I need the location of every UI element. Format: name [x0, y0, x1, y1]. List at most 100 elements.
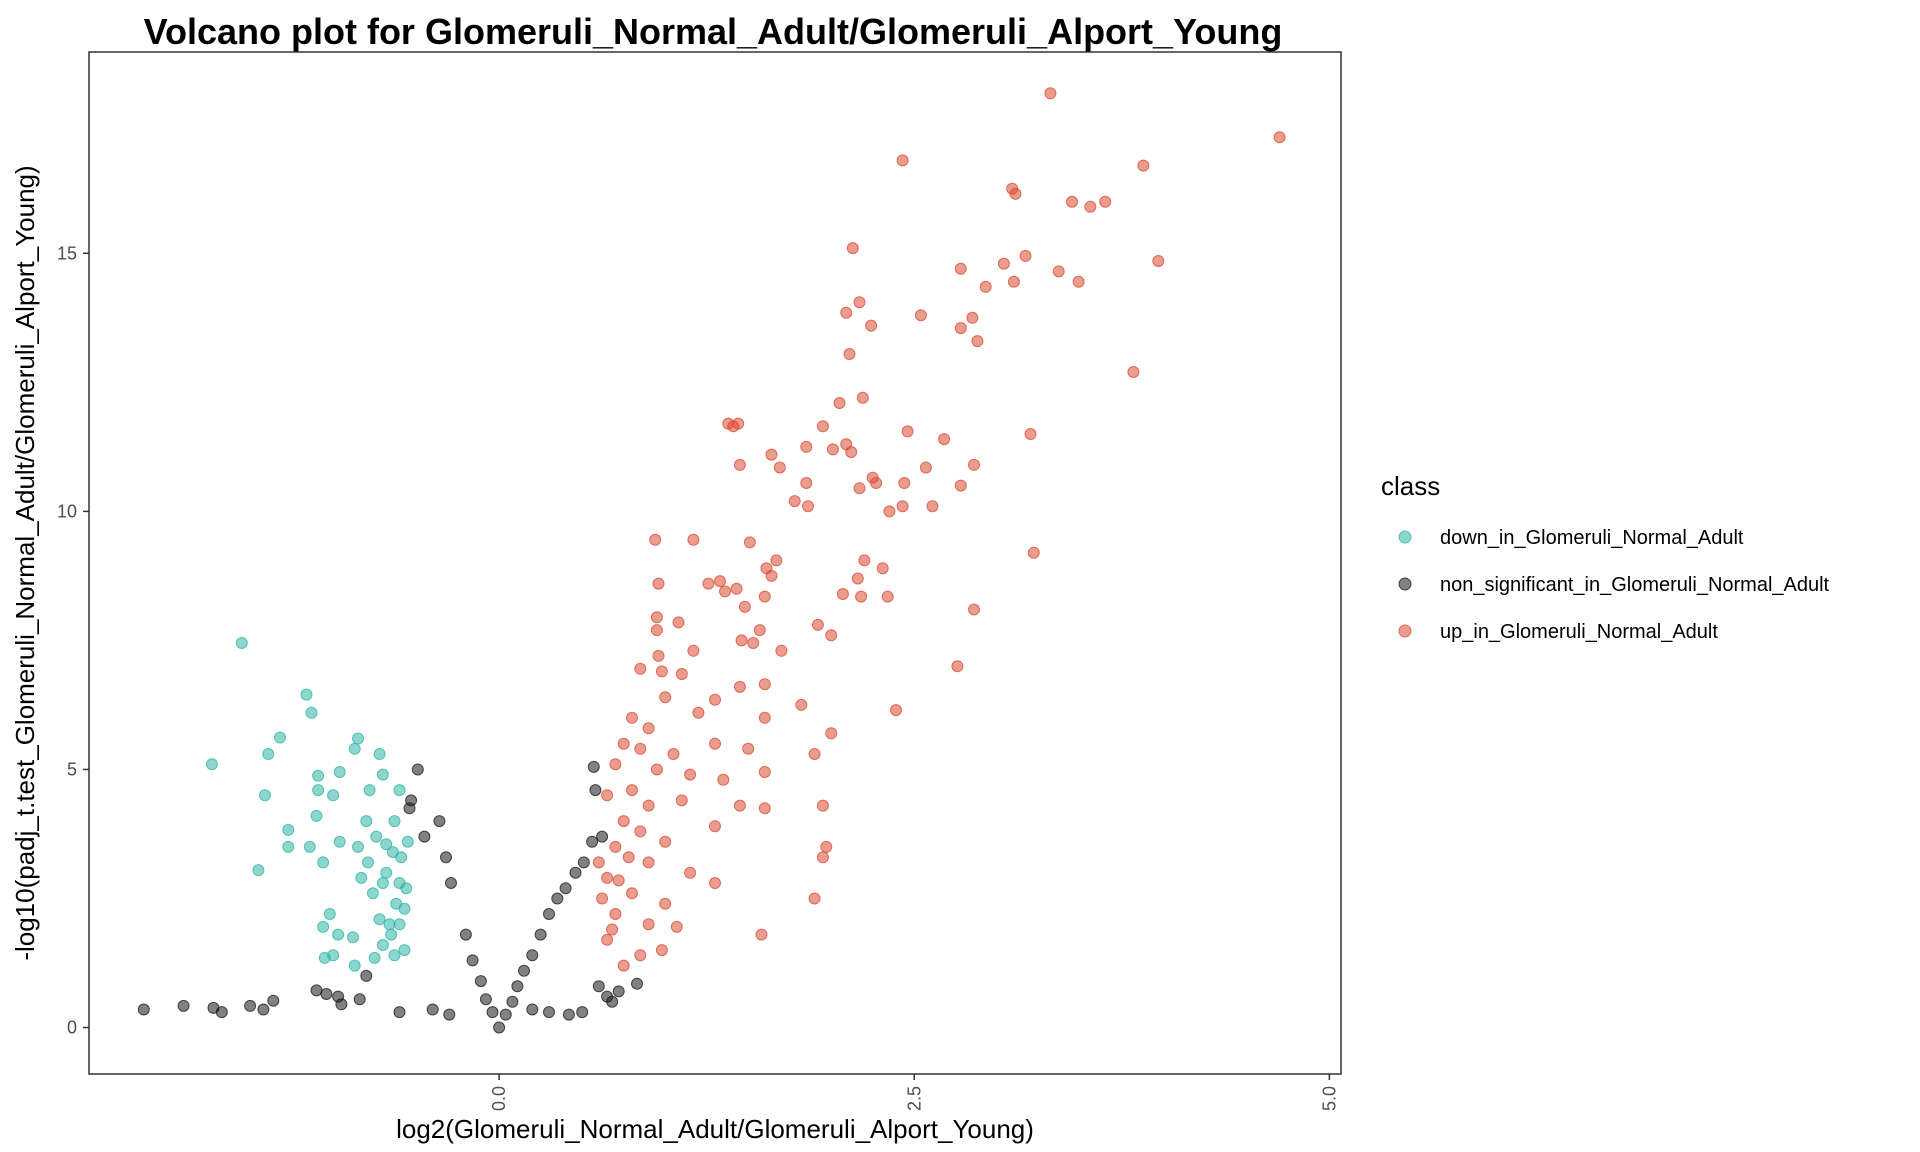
- data-point-1-36: [577, 856, 590, 869]
- data-point-1-43: [612, 985, 625, 998]
- data-point-1-29: [518, 964, 530, 977]
- x-tick-label: 2.5: [904, 1086, 924, 1111]
- data-point-1-30: [526, 949, 539, 962]
- data-point-2-114: [626, 784, 638, 797]
- data-point-0-23: [317, 856, 330, 869]
- data-point-2-135: [642, 918, 655, 931]
- data-point-0-49: [383, 918, 396, 931]
- data-point-0-29: [317, 920, 330, 933]
- data-point-2-9: [846, 242, 859, 255]
- data-point-1-51: [543, 1006, 555, 1019]
- data-point-2-107: [890, 704, 902, 717]
- data-point-0-31: [347, 931, 359, 944]
- data-point-2-113: [758, 766, 771, 778]
- data-point-1-46: [562, 1008, 575, 1021]
- data-point-2-138: [634, 949, 647, 962]
- data-point-2-90: [675, 668, 688, 680]
- data-point-2-137: [601, 933, 614, 946]
- data-point-2-0: [1044, 87, 1057, 100]
- data-point-2-52: [926, 500, 939, 513]
- data-point-0-6: [312, 769, 325, 782]
- data-point-2-120: [758, 802, 771, 815]
- data-point-2-115: [601, 789, 614, 802]
- legend-label-1: non_significant_in_Glomeruli_Normal_Adul…: [1440, 574, 1830, 596]
- data-point-1-16: [403, 802, 416, 815]
- data-point-2-71: [836, 588, 849, 600]
- data-point-2-81: [753, 624, 766, 637]
- data-point-0-51: [388, 949, 401, 962]
- data-point-2-121: [617, 815, 630, 828]
- data-point-0-54: [393, 918, 406, 931]
- plot-panel: [88, 51, 1342, 1075]
- data-point-2-8: [1084, 200, 1097, 213]
- data-point-2-122: [634, 825, 647, 838]
- data-point-2-132: [659, 897, 672, 910]
- data-point-2-112: [717, 773, 730, 786]
- data-point-1-1: [177, 999, 190, 1012]
- data-point-2-140: [755, 928, 768, 941]
- data-point-2-43: [733, 458, 746, 471]
- data-point-0-20: [360, 815, 373, 828]
- data-point-1-28: [511, 980, 524, 993]
- data-point-1-0: [137, 1003, 150, 1016]
- y-tick-label: 5: [67, 759, 77, 779]
- data-point-2-44: [773, 461, 786, 474]
- y-axis-label: -log10(padj_t.test_Glomeruli_Normal_Adul…: [10, 165, 40, 960]
- data-point-1-31: [534, 928, 547, 941]
- data-point-2-25: [843, 348, 856, 360]
- data-point-2-57: [687, 533, 700, 546]
- data-point-2-46: [870, 477, 883, 489]
- data-point-0-3: [274, 731, 286, 744]
- data-point-1-19: [445, 877, 457, 889]
- data-point-2-27: [856, 391, 869, 404]
- data-point-1-26: [499, 1008, 512, 1021]
- data-point-2-59: [1027, 546, 1040, 559]
- data-point-1-12: [360, 969, 373, 982]
- data-point-2-70: [719, 585, 731, 598]
- data-point-1-32: [543, 908, 555, 920]
- data-point-2-134: [609, 908, 622, 920]
- data-point-2-117: [675, 794, 688, 807]
- data-point-2-73: [758, 590, 771, 603]
- data-point-2-69: [730, 582, 743, 595]
- data-point-2-146: [606, 923, 619, 936]
- y-tick-label: 15: [57, 243, 77, 263]
- data-point-1-49: [426, 1003, 439, 1016]
- data-point-2-118: [733, 799, 746, 812]
- data-point-0-24: [333, 835, 346, 848]
- data-point-2-99: [692, 706, 705, 719]
- data-point-2-85: [775, 644, 788, 657]
- data-point-2-136: [670, 920, 683, 933]
- data-point-2-109: [609, 758, 622, 771]
- data-point-2-125: [609, 840, 622, 853]
- data-point-0-41: [401, 835, 414, 848]
- data-point-2-123: [659, 835, 672, 848]
- data-point-2-147: [617, 959, 630, 972]
- data-point-2-84: [825, 629, 838, 642]
- data-point-2-128: [820, 840, 833, 853]
- data-point-2-91: [951, 660, 964, 673]
- data-point-2-106: [808, 748, 821, 760]
- legend-label-2: up_in_Glomeruli_Normal_Adult: [1440, 621, 1718, 643]
- data-point-0-45: [370, 830, 383, 843]
- data-point-2-77: [650, 611, 663, 624]
- data-point-2-32: [727, 420, 740, 433]
- data-point-2-14: [1052, 265, 1065, 278]
- data-point-2-119: [816, 799, 829, 812]
- data-point-0-1: [205, 758, 218, 771]
- data-point-2-24: [971, 335, 984, 348]
- data-point-2-88: [634, 662, 647, 675]
- data-point-2-64: [765, 569, 778, 582]
- data-point-0-12: [376, 768, 389, 781]
- data-point-2-19: [840, 306, 853, 319]
- data-point-0-35: [366, 887, 379, 900]
- legend-key-0: [1398, 530, 1412, 544]
- data-point-0-44: [390, 897, 403, 910]
- data-point-2-48: [800, 477, 813, 489]
- data-point-2-75: [738, 600, 751, 613]
- data-point-2-102: [634, 742, 647, 755]
- data-point-2-39: [826, 443, 839, 456]
- data-point-2-2: [896, 154, 909, 167]
- data-point-2-41: [919, 461, 932, 474]
